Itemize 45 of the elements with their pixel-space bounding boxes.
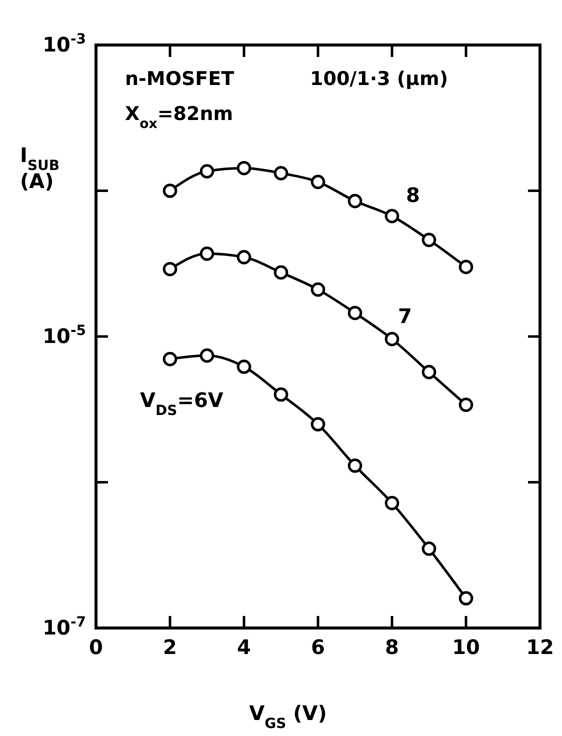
point [458,591,474,606]
point [422,542,436,556]
point [348,194,362,208]
point [458,260,474,274]
point [384,208,400,224]
point [384,332,400,346]
point [162,262,178,276]
series-label: 7 [398,304,412,328]
point [200,246,214,261]
annotation: X$_{ox}$=82nm [125,103,234,132]
point [236,250,252,264]
x-tick-label: 4 [237,635,251,660]
x-tick-label: 0 [89,635,103,660]
y-tick-label: 10$^{-3}$ [42,31,86,56]
x-tick-label: 2 [163,635,177,660]
point [274,265,288,280]
point [384,496,400,510]
x-tick-label: 12 [526,635,554,660]
point [422,364,436,380]
x-tick-label: 6 [311,635,325,660]
point [422,232,436,248]
point [236,360,252,374]
point [348,306,362,320]
point [310,417,326,432]
x-axis-title: V$_{GS}$ (V) [249,701,327,732]
x-tick-label: 10 [452,635,480,660]
series-label: V$_{DS}$=6V [140,388,224,420]
point [200,164,214,178]
y-axis-title: I$_{SUB}$ (A) [20,143,60,193]
point [236,160,252,176]
annotation: 100/1·3 (μm) [310,68,448,90]
point [458,398,474,412]
point [310,282,326,297]
point [162,352,178,366]
point [274,166,288,180]
point [274,387,288,402]
point [348,458,362,473]
point [310,174,326,190]
y-tick-label: 10$^{-5}$ [42,322,86,348]
point [162,184,178,198]
annotation: n-MOSFET [125,68,234,90]
y-tick-label: 10$^{-7}$ [42,614,86,640]
x-tick-label: 8 [385,635,399,660]
series-label: 8 [406,183,420,208]
point [200,348,214,363]
